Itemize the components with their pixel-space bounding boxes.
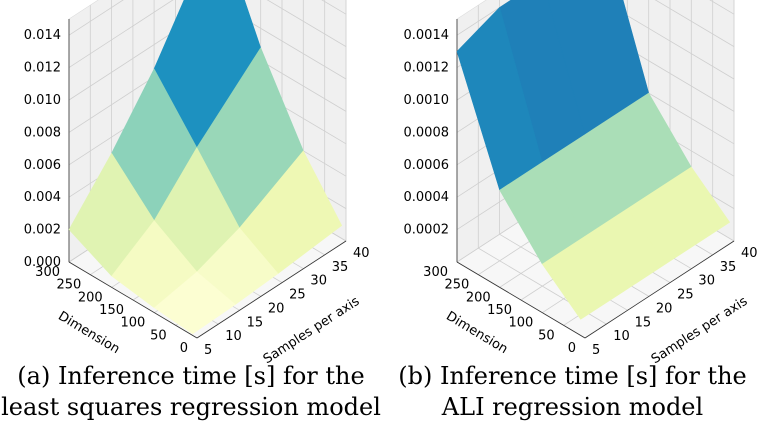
y-tick-label: 35 [332, 260, 349, 275]
z-tick-label: 0.010 [24, 93, 61, 108]
y-tick-label: 30 [310, 274, 327, 289]
x-tick-label: 250 [57, 278, 82, 293]
y-tick-label: 20 [268, 301, 285, 316]
z-tick-label: 0.0012 [404, 61, 450, 76]
x-tick-label: 200 [78, 290, 103, 305]
caption-b-line1: (b) Inference time [s] for the [398, 362, 747, 390]
caption-a-line1: (a) Inference time [s] for the [17, 362, 365, 390]
x-tick-label: 300 [35, 265, 60, 280]
x-tick-label: 0 [568, 341, 576, 356]
caption-b: (b) Inference time [s] for the ALI regre… [382, 361, 763, 423]
z-gridline-7 [68, 0, 347, 36]
chart-b: 0.0002 0.0004 0.0006 0.0008 0.0010 0.0012 0.00… [404, 0, 758, 367]
y-tick-label: 40 [741, 246, 758, 261]
y-tick-label: 15 [247, 315, 264, 330]
y-tick-label: 35 [720, 260, 737, 275]
y-tick-label: 10 [225, 329, 242, 344]
z-tick-label: 0.0010 [404, 93, 450, 108]
y-tick-label: 30 [698, 274, 715, 289]
z-tick-label: 0.006 [24, 158, 61, 173]
y-axis-line [196, 240, 347, 339]
z-tick-label: 0.004 [24, 190, 61, 205]
x-tick-label: 250 [445, 278, 470, 293]
caption-a-line2: least squares regression model [1, 393, 381, 421]
surface-patch-0-0 [541, 236, 624, 320]
caption-a: (a) Inference time [s] for the least squ… [0, 361, 382, 423]
z-tick-label: 0.0006 [404, 158, 450, 173]
z-tick-label: 0.0014 [404, 28, 450, 43]
x-tick-label: 100 [509, 316, 534, 331]
x-tick-label: 50 [538, 328, 555, 343]
y-axis-line [584, 240, 735, 339]
y-tick-label: 40 [353, 246, 370, 261]
z-tick-label: 0.0002 [404, 223, 450, 238]
y-tick-label: 25 [289, 288, 306, 303]
z-tick-label: 0.000 [24, 255, 61, 270]
z-tick-label: 0.012 [24, 61, 61, 76]
x-tick-label: 50 [150, 328, 167, 343]
x-tick-label: 100 [121, 316, 146, 331]
surface-patch-0-0 [154, 271, 236, 335]
z-tick-label: 0.0008 [404, 125, 450, 140]
x-tick-label: 150 [99, 303, 124, 318]
z-tick-label: 0.008 [24, 125, 61, 140]
y-tick-label: 5 [592, 343, 600, 358]
z-tick-label: 0.014 [24, 28, 61, 43]
y-tick-label: 25 [677, 288, 694, 303]
x-tick-label: 200 [466, 290, 491, 305]
y-tick-label: 15 [635, 315, 652, 330]
caption-b-line2: ALI regression model [441, 393, 704, 421]
x-axis-line [456, 261, 586, 339]
z-tick-label: 0.002 [24, 223, 61, 238]
x-axis-line [68, 261, 198, 339]
y-tick-label: 20 [656, 301, 673, 316]
x-tick-label: 0 [180, 341, 188, 356]
chart-a: 0.000 0.002 0.004 0.006 0.008 0.010 0.012 0.014… [24, 0, 370, 367]
x-tick-label: 300 [423, 265, 448, 280]
y-tick-label: 10 [613, 329, 630, 344]
y-tick-label: 5 [204, 343, 212, 358]
z-tick-label: 0.0004 [404, 190, 450, 205]
x-tick-label: 150 [487, 303, 512, 318]
